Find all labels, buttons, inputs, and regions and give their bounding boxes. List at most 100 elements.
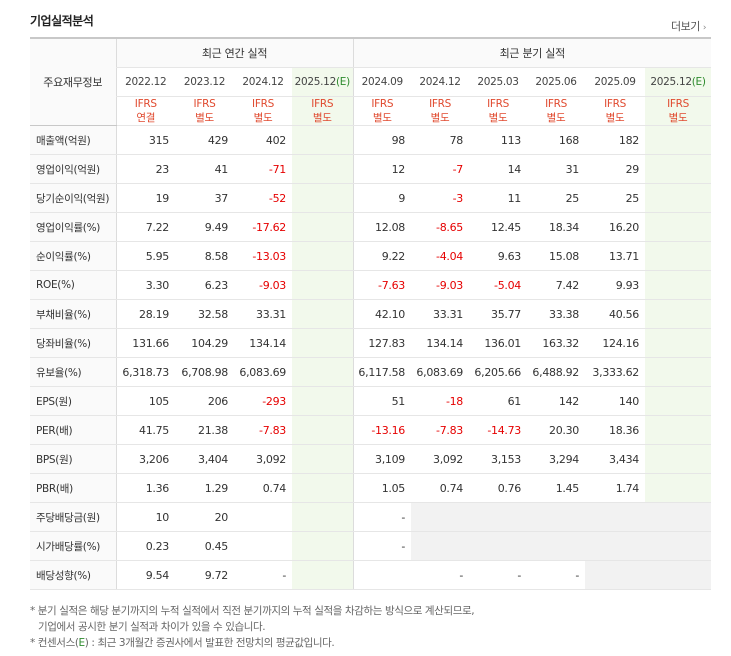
row-label: 영업이익률(%) — [30, 212, 116, 242]
table-cell: -13.03 — [234, 241, 292, 271]
table-cell — [645, 125, 712, 155]
table-cell: 140 — [585, 386, 646, 416]
table-cell: 33.38 — [527, 299, 586, 329]
table-cell: 20 — [175, 502, 234, 532]
ifrs-label: IFRS — [545, 98, 567, 110]
table-cell: 12 — [352, 154, 412, 184]
basis-label: 별도 — [488, 112, 508, 124]
table-cell: 33.31 — [234, 299, 292, 329]
more-link[interactable]: 더보기 › — [671, 18, 707, 34]
table-cell — [292, 473, 354, 503]
ifrs-basis-header: IFRS 연결 — [115, 96, 175, 126]
table-cell: 9.49 — [175, 212, 234, 242]
period-header: 2024.09 — [352, 67, 412, 97]
row-label: PBR(배) — [30, 473, 116, 503]
table-cell — [645, 444, 712, 474]
table-cell — [292, 560, 354, 590]
ifrs-label: IFRS — [311, 98, 334, 110]
basis-label: 별도 — [372, 112, 392, 124]
row-label: EPS(원) — [30, 386, 116, 416]
table-cell: -13.16 — [352, 415, 412, 445]
table-cell: 127.83 — [352, 328, 412, 358]
table-cell: 131.66 — [115, 328, 175, 358]
table-row: PBR(배) 1.36 1.29 0.74 1.05 0.74 0.76 1.45 1.74 — [30, 473, 712, 503]
ifrs-basis-header: IFRS 별도 — [175, 96, 234, 126]
period-header: 2025.09 — [585, 67, 646, 97]
table-cell — [585, 531, 646, 561]
table-cell — [292, 183, 354, 213]
table-cell: 33.31 — [411, 299, 470, 329]
table-cell — [527, 531, 586, 561]
table-cell: 16.20 — [585, 212, 646, 242]
basis-label: 별도 — [195, 112, 214, 124]
table-cell — [645, 299, 712, 329]
footnote-quarter-calc-cont: 기업에서 공시한 분기 실적과 차이가 있을 수 있습니다. — [38, 621, 266, 633]
table-cell: 1.05 — [352, 473, 412, 503]
table-cell: 25 — [585, 183, 646, 213]
table-cell: 0.23 — [115, 531, 175, 561]
period-header: 2023.12 — [175, 67, 234, 97]
table-cell — [645, 154, 712, 184]
table-cell — [292, 502, 354, 532]
table-cell: 20.30 — [527, 415, 586, 445]
row-label: 주당배당금(원) — [30, 502, 116, 532]
table-cell: 113 — [469, 125, 528, 155]
table-row: ROE(%) 3.30 6.23 -9.03 -7.63 -9.03 -5.04 7.42 9.… — [30, 270, 712, 300]
table-cell: 12.45 — [469, 212, 528, 242]
table-cell: 9.72 — [175, 560, 234, 590]
table-cell: 134.14 — [411, 328, 470, 358]
table-row: 당기순이익(억원) 19 37 -52 9 -3 11 25 25 — [30, 183, 712, 213]
period-header: 2025.12(E) — [292, 67, 354, 97]
table-row: BPS(원) 3,206 3,404 3,092 3,109 3,092 3,153 3,29… — [30, 444, 712, 474]
ifrs-label: IFRS — [193, 98, 216, 110]
table-cell — [292, 357, 354, 387]
ifrs-label: IFRS — [371, 98, 394, 110]
table-cell: -14.73 — [469, 415, 528, 445]
table-cell — [645, 328, 712, 358]
table-cell: 124.16 — [585, 328, 646, 358]
table-cell: 0.45 — [175, 531, 234, 561]
table-cell: - — [527, 560, 586, 590]
table-cell: 3.30 — [115, 270, 175, 300]
table-cell — [292, 444, 354, 474]
footnote-consensus-prefix: * 컨센서스( — [30, 637, 79, 649]
table-cell: 182 — [585, 125, 646, 155]
table-cell: 6,083.69 — [411, 357, 470, 387]
table-cell: -5.04 — [469, 270, 528, 300]
table-cell: 6,205.66 — [469, 357, 528, 387]
footnotes: * 분기 실적은 해당 분기까지의 누적 실적에서 직전 분기까지의 누적 실적… — [30, 603, 475, 651]
table-cell: 78 — [411, 125, 470, 155]
table-cell — [645, 357, 712, 387]
table-cell: 5.95 — [115, 241, 175, 271]
row-label: 유보율(%) — [30, 357, 116, 387]
table-cell — [292, 154, 354, 184]
table-cell — [645, 473, 712, 503]
table-cell: -52 — [234, 183, 292, 213]
table-cell — [292, 328, 354, 358]
table-cell — [292, 270, 354, 300]
ifrs-basis-header: IFRS 별도 — [411, 96, 470, 126]
footnote-consensus-e: E — [78, 637, 86, 649]
table-cell — [352, 560, 412, 590]
table-cell: 32.58 — [175, 299, 234, 329]
chevron-right-icon: › — [702, 23, 707, 33]
ifrs-basis-header: IFRS 별도 — [645, 96, 712, 126]
ifrs-basis-header: IFRS 별도 — [585, 96, 646, 126]
table-row: 당좌비율(%) 131.66 104.29 134.14 127.83 134.14 136… — [30, 328, 712, 358]
table-row: 영업이익률(%) 7.22 9.49 -17.62 12.08 -8.65 12.45 18.… — [30, 212, 712, 242]
table-cell: 3,092 — [234, 444, 292, 474]
ifrs-label: IFRS — [134, 98, 157, 110]
table-cell: - — [352, 502, 412, 532]
table-cell: 134.14 — [234, 328, 292, 358]
row-label: 매출액(억원) — [30, 125, 116, 155]
period-header: 2022.12 — [115, 67, 175, 97]
table-cell — [645, 241, 712, 271]
table-cell: 25 — [527, 183, 586, 213]
table-row: 주당배당금(원) 10 20 - — [30, 502, 712, 532]
table-cell: 3,333.62 — [585, 357, 646, 387]
basis-label: 별도 — [312, 112, 332, 124]
table-cell: 12.08 — [352, 212, 412, 242]
table-cell: -293 — [234, 386, 292, 416]
table-cell — [292, 415, 354, 445]
row-label: 배당성향(%) — [30, 560, 116, 590]
